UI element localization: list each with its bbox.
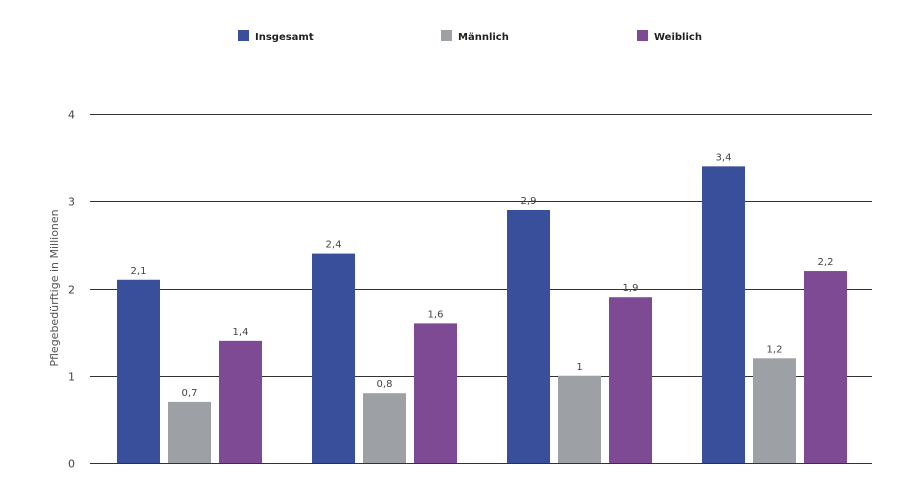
legend-label: Weiblich <box>654 32 702 43</box>
data-label: 2,4 <box>326 240 342 251</box>
bar-insgesamt <box>702 166 745 463</box>
y-tick-label: 3 <box>68 196 75 209</box>
bar-weiblich <box>219 340 262 463</box>
bar-m-nnlich <box>753 358 796 463</box>
data-label: 1,4 <box>233 327 249 338</box>
bar-weiblich <box>609 297 652 463</box>
data-label: 2,1 <box>131 266 147 277</box>
data-label: 1,6 <box>428 309 444 320</box>
bar-weiblich <box>414 323 457 463</box>
bar-insgesamt <box>507 209 550 463</box>
legend-swatch <box>441 30 452 41</box>
bar-m-nnlich <box>168 401 211 463</box>
bar-weiblich <box>804 271 847 463</box>
data-label: 2,9 <box>521 196 537 207</box>
y-tick-label: 1 <box>68 371 75 384</box>
data-label: 1,9 <box>623 283 639 294</box>
y-tick-label: 4 <box>68 109 75 122</box>
legend-label: Männlich <box>458 32 509 43</box>
legend: Insgesamt Männlich Weiblich <box>238 30 702 43</box>
bar-insgesamt <box>312 253 355 463</box>
data-label: 0,8 <box>377 379 393 390</box>
data-label: 0,7 <box>182 388 198 399</box>
y-axis-title: Pflegebedürftige in Millionen <box>48 209 61 366</box>
data-label: 1,2 <box>767 344 783 355</box>
y-tick-label: 2 <box>68 284 75 297</box>
y-axis-ticks: 0 1 2 3 4 <box>68 109 75 471</box>
bar-insgesamt <box>117 279 160 463</box>
legend-swatch <box>238 30 249 41</box>
data-label: 1 <box>576 362 582 373</box>
value-labels: 2,1 0,7 1,4 2,4 0,8 1,6 2,9 1 1,9 3,4 1,2 2,2 <box>131 152 834 399</box>
bar-m-nnlich <box>363 393 406 463</box>
y-tick-label: 0 <box>68 458 75 471</box>
bars <box>117 166 847 463</box>
legend-swatch <box>637 30 648 41</box>
data-label: 2,2 <box>818 257 834 268</box>
bar-m-nnlich <box>558 375 601 463</box>
data-label: 3,4 <box>716 152 732 163</box>
legend-label: Insgesamt <box>255 32 314 43</box>
